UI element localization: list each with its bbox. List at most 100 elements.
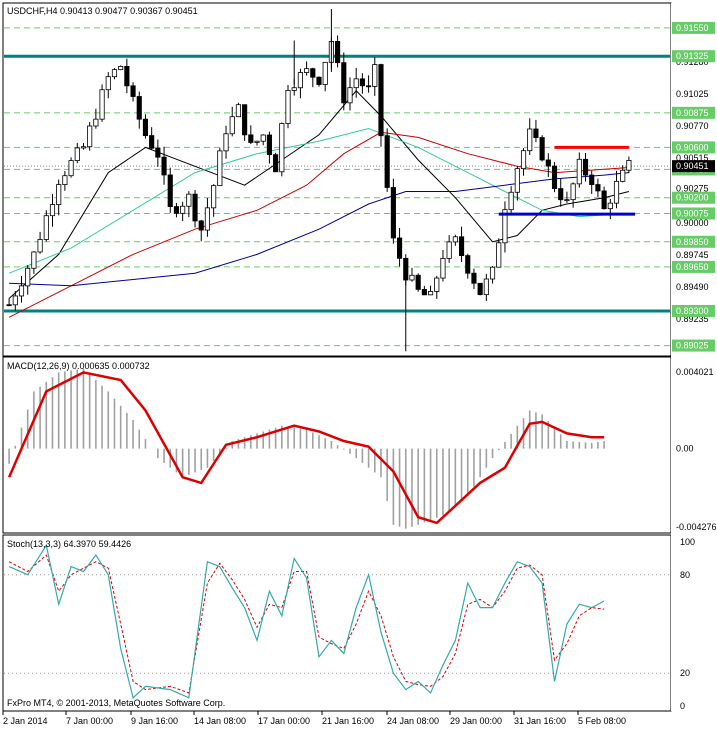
watermark: FxPro MT4, © 2001-2013, MetaQuotes Softw… [7,698,225,708]
candle-body [545,159,551,167]
macd-tick-label: -0.004276 [676,522,717,532]
time-tick-label: 21 Jan 16:00 [322,716,374,726]
level-price-tag [672,339,715,352]
candle-body [458,236,465,257]
candle-body [558,188,564,201]
time-tick-label: 31 Jan 16:00 [514,716,566,726]
candle-body [527,128,533,152]
candle-body [273,154,279,173]
price-tick-label: 0.91025 [676,89,709,99]
candle-body [279,123,285,173]
candle-body [353,78,359,89]
candle-body [489,266,496,280]
candle-body [18,285,25,297]
candle-body [155,147,161,158]
price-tick-label: 0.89235 [676,314,709,324]
level-price-tag [672,191,715,204]
candle-body [446,241,452,259]
level-price-label: 0.90600 [676,142,709,152]
support-resistance-lines [498,145,636,216]
level-price-label: 0.91550 [676,23,709,33]
candle-body [471,272,477,284]
macd-pane-title: MACD(12,26,9) 0.000635 0.000732 [7,361,150,371]
macd-pane[interactable] [2,356,672,534]
candle-body [310,68,316,78]
stoch-tick-label: 0 [680,701,685,711]
moving-average-line [8,90,630,299]
candle-body [217,150,223,187]
level-price-label: 0.89300 [676,306,709,316]
candle-body [595,184,601,192]
price-tick-label: 0.89490 [676,282,709,292]
candle-body [551,165,558,189]
candle-body [93,118,99,127]
level-price-label: 0.89025 [676,341,709,351]
candle-body [508,191,514,211]
stoch-pane[interactable] [2,534,672,712]
candle-body [56,184,62,205]
candle-body [248,134,254,143]
level-price-tag [672,304,715,317]
time-tick-label: 2 Jan 2014 [3,716,48,726]
level-price-label: 0.90875 [676,108,709,118]
candle-body [87,125,93,148]
time-tick-label: 9 Jan 16:00 [131,716,178,726]
stoch-tick-label: 100 [680,537,695,547]
candle-body [74,147,80,161]
candle-body [539,137,545,161]
candle-body [49,204,56,217]
candle-body [260,134,266,142]
candle-body [384,135,390,188]
candle-body [390,187,396,239]
candle-body [6,304,12,307]
stoch-tick-label: 80 [680,570,690,580]
current-price-label: 0.90451 [676,161,709,171]
macd-indicator: 0.004021 0.00 -0.004276 [7,367,717,532]
time-tick-label: 14 Jan 08:00 [194,716,246,726]
price-tick-label: 0.90000 [676,218,709,228]
time-tick-label: 17 Jan 00:00 [258,716,310,726]
candle-body [477,282,483,296]
candle-body [297,72,303,89]
candle-body [483,278,489,296]
candle-body [341,62,347,104]
time-tick-label: 5 Feb 08:00 [578,716,626,726]
candle-body [322,61,328,85]
candle-body [136,96,142,120]
candle-body [626,160,632,171]
price-axis [671,3,716,711]
level-price-label: 0.89650 [676,262,709,272]
candle-body [570,183,576,201]
level-price-tag [672,260,715,273]
candle-body [186,193,192,207]
candle-body [111,69,118,78]
level-price-tag [672,106,715,119]
candle-body [254,140,260,143]
candle-body [124,65,130,87]
moving-average-line [8,127,617,274]
candle-body [198,220,204,231]
level-price-tag [672,50,715,63]
candle-body [304,68,310,73]
stoch-tick-label: 20 [680,668,690,678]
time-axis: 2 Jan 2014 7 Jan 00:00 9 Jan 16:00 14 Jan 0… [2,711,626,726]
time-tick-label: 7 Jan 00:00 [66,716,113,726]
candle-body [80,146,87,149]
candle-body [533,128,539,138]
candle-body [607,202,613,210]
macd-tick-label: 0.004021 [676,367,714,377]
candle-body [335,40,341,64]
level-price-tag [672,141,715,154]
price-tick-label: 0.89745 [676,250,709,260]
candle-body [99,89,105,120]
candle-body [235,104,241,118]
candle-body [421,289,427,296]
level-price-label: 0.90200 [676,193,709,203]
candle-body [149,135,155,149]
candle-body [366,85,372,88]
candle-body [601,190,607,210]
candle-body [409,274,415,281]
candle-body [68,160,74,177]
level-price-label: 0.89850 [676,237,709,247]
